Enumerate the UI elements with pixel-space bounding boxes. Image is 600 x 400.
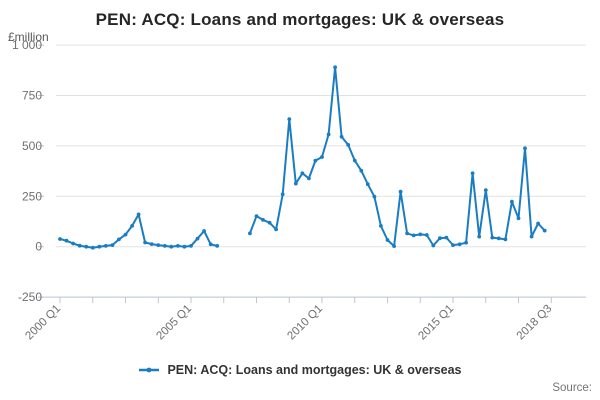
chart-legend: PEN: ACQ: Loans and mortgages: UK & over… (0, 363, 600, 377)
data-point (444, 235, 449, 240)
data-point (64, 238, 69, 243)
data-point (208, 242, 213, 247)
data-point (103, 244, 108, 248)
data-point (536, 221, 540, 226)
legend-line-marker-icon (139, 367, 160, 373)
data-point (431, 243, 436, 248)
data-point (385, 238, 390, 242)
data-point (392, 244, 396, 249)
x-axis-tick-label: 2000 Q1 (23, 303, 63, 343)
data-point (359, 168, 364, 173)
data-point (379, 224, 383, 228)
data-point (58, 237, 62, 241)
series-line (59, 66, 546, 249)
data-point (464, 240, 468, 245)
data-point (372, 194, 377, 199)
data-point (110, 243, 115, 248)
data-point (529, 234, 534, 239)
legend-series-label: PEN: ACQ: Loans and mortgages: UK & over… (167, 363, 462, 377)
data-point (470, 171, 475, 176)
data-point (130, 224, 135, 228)
y-axis-tick-label: 500 (22, 139, 42, 153)
data-point (307, 176, 311, 181)
data-point (176, 244, 180, 248)
source-attribution: Source: (552, 382, 592, 394)
data-point (117, 237, 121, 242)
data-point (77, 243, 82, 248)
data-point (274, 227, 278, 232)
data-point (457, 242, 462, 247)
data-point (248, 231, 252, 236)
data-point (424, 233, 429, 237)
x-axis-tick-label: 2018 Q3 (515, 303, 555, 343)
data-point (254, 214, 259, 219)
data-point (438, 236, 442, 241)
data-point (320, 155, 324, 159)
data-point (300, 171, 305, 176)
data-point (202, 229, 207, 233)
data-point (261, 218, 265, 222)
data-point (123, 232, 128, 237)
data-point (169, 244, 174, 249)
data-point (496, 236, 501, 241)
data-point (267, 220, 272, 225)
data-point (97, 244, 102, 249)
data-point (346, 143, 351, 147)
data-point (162, 244, 167, 248)
y-axis-tick-label: 250 (22, 189, 42, 203)
data-point (510, 199, 514, 204)
data-point (411, 233, 416, 238)
data-point (542, 228, 547, 233)
data-point (143, 240, 148, 245)
data-point (483, 188, 488, 193)
data-point (490, 235, 495, 240)
data-point (477, 234, 482, 239)
x-axis-tick-label: 2010 Q1 (285, 303, 325, 343)
data-point (503, 237, 508, 242)
chart-title: PEN: ACQ: Loans and mortgages: UK & over… (95, 10, 505, 29)
y-axis-tick-label: 750 (22, 89, 42, 103)
data-point (523, 146, 527, 151)
data-point (405, 231, 409, 236)
data-point (326, 132, 331, 137)
data-point (195, 236, 200, 241)
y-axis-tick-label: 1 000 (12, 38, 42, 52)
data-point (84, 244, 89, 249)
data-point (71, 241, 75, 246)
data-point (516, 216, 521, 221)
data-point (287, 117, 292, 121)
data-point (136, 212, 141, 217)
x-axis-tick-label: 2015 Q1 (416, 303, 456, 343)
data-point (333, 65, 337, 70)
data-point (352, 158, 357, 163)
y-axis-tick-label: -250 (18, 290, 42, 304)
data-point (365, 182, 370, 187)
x-axis-tick-label: 2005 Q1 (154, 303, 194, 343)
data-point (293, 181, 298, 186)
data-point (451, 243, 455, 248)
data-point (149, 242, 154, 247)
y-axis-tick-label: 0 (35, 240, 42, 254)
data-point (156, 243, 161, 248)
data-point (398, 189, 403, 194)
data-point (280, 192, 285, 197)
data-point (215, 244, 220, 248)
data-point (339, 134, 344, 139)
data-point (313, 158, 318, 163)
data-point (182, 244, 187, 249)
data-point (189, 244, 193, 248)
data-point (90, 245, 95, 250)
data-point (418, 232, 423, 237)
y-axis-unit-label: £million (8, 30, 49, 44)
